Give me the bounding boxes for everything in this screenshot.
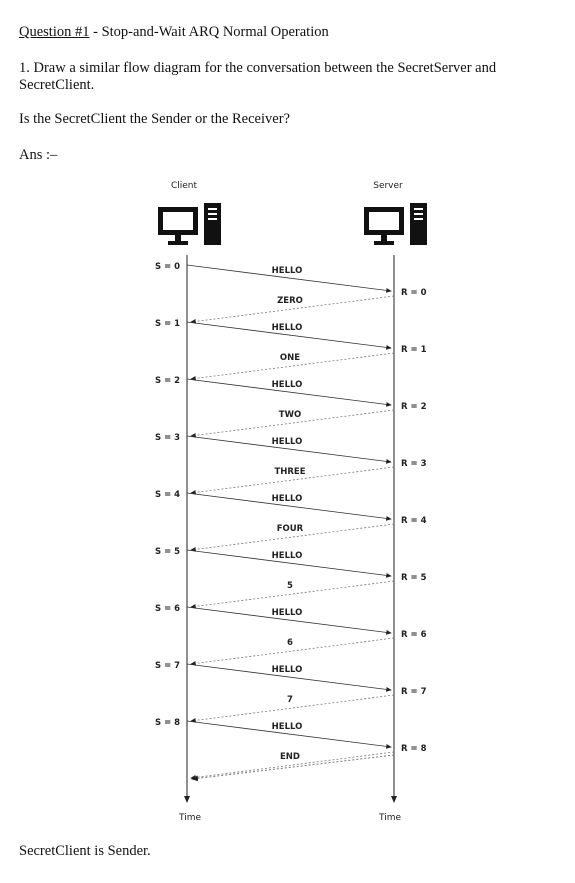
data-frame-label: HELLO [272,437,303,447]
sender-seq-label: S = 7 [155,661,180,671]
data-frame-label: HELLO [272,551,303,561]
data-frame-label: HELLO [272,266,303,276]
server-label: Server [373,181,403,191]
question-heading: Question #1 - Stop-and-Wait ARQ Normal O… [19,24,329,41]
data-frame-arrow [186,264,392,293]
sender-seq-label: S = 4 [155,490,180,500]
sender-seq-label: S = 6 [155,604,180,614]
data-frame-label: HELLO [272,380,303,390]
receiver-seq-label: R = 8 [401,744,427,754]
receiver-seq-label: R = 6 [401,630,427,640]
ans-label: Ans :– [19,147,58,163]
exchange-group: S = 0 HELLO R = 0 ZERO S = 1 HELLO R = 1 ONE S =… [155,262,427,780]
receiver-seq-label: R = 2 [401,402,427,412]
data-frame-label: HELLO [272,494,303,504]
data-frame-arrow [186,435,392,464]
data-frame-arrow [186,720,392,749]
data-frame-arrow [186,321,392,350]
data-frame-arrow [186,492,392,521]
data-frame-label: HELLO [272,608,303,618]
prompt-text: Is the SecretClient the Sender or the Re… [19,111,290,127]
instruction-line-1: 1. Draw a similar flow diagram for the c… [19,60,497,76]
reply-label: 7 [287,695,293,705]
receiver-seq-label: R = 4 [401,516,427,526]
receiver-seq-label: R = 5 [401,573,427,583]
reply-label: 6 [287,638,293,648]
data-frame-label: HELLO [272,665,303,675]
data-frame-arrow [186,549,392,578]
server-computer-icon [364,203,427,245]
reply-label: THREE [274,467,305,477]
instruction-line-2: SecretClient. [19,77,95,93]
client-computer-icon [158,203,221,245]
sender-seq-label: S = 1 [155,319,180,329]
data-frame-arrow [186,606,392,635]
receiver-seq-label: R = 0 [401,288,427,298]
answer-text: SecretClient is Sender. [19,843,151,859]
sender-seq-label: S = 2 [155,376,180,386]
data-frame-label: HELLO [272,323,303,333]
sender-seq-label: S = 0 [155,262,180,272]
time-label-left: Time [178,813,201,823]
reply-label: ZERO [277,296,303,306]
question-title: - Stop-and-Wait ARQ Normal Operation [89,24,329,40]
data-frame-label: HELLO [272,722,303,732]
reply-label: END [280,752,300,762]
reply-label: 5 [287,581,293,591]
sender-seq-label: S = 3 [155,433,180,443]
client-label: Client [171,181,198,191]
receiver-seq-label: R = 3 [401,459,427,469]
reply-label: FOUR [277,524,304,534]
reply-label: TWO [279,410,301,420]
time-label-right: Time [378,813,401,823]
receiver-seq-label: R = 1 [401,345,427,355]
sender-seq-label: S = 8 [155,718,180,728]
reply-label: ONE [280,353,300,363]
data-frame-arrow [186,378,392,407]
receiver-seq-label: R = 7 [401,687,427,697]
data-frame-arrow [186,663,392,692]
final-return-arrow [191,754,395,782]
question-number: Question #1 [19,24,90,40]
sender-seq-label: S = 5 [155,547,180,557]
